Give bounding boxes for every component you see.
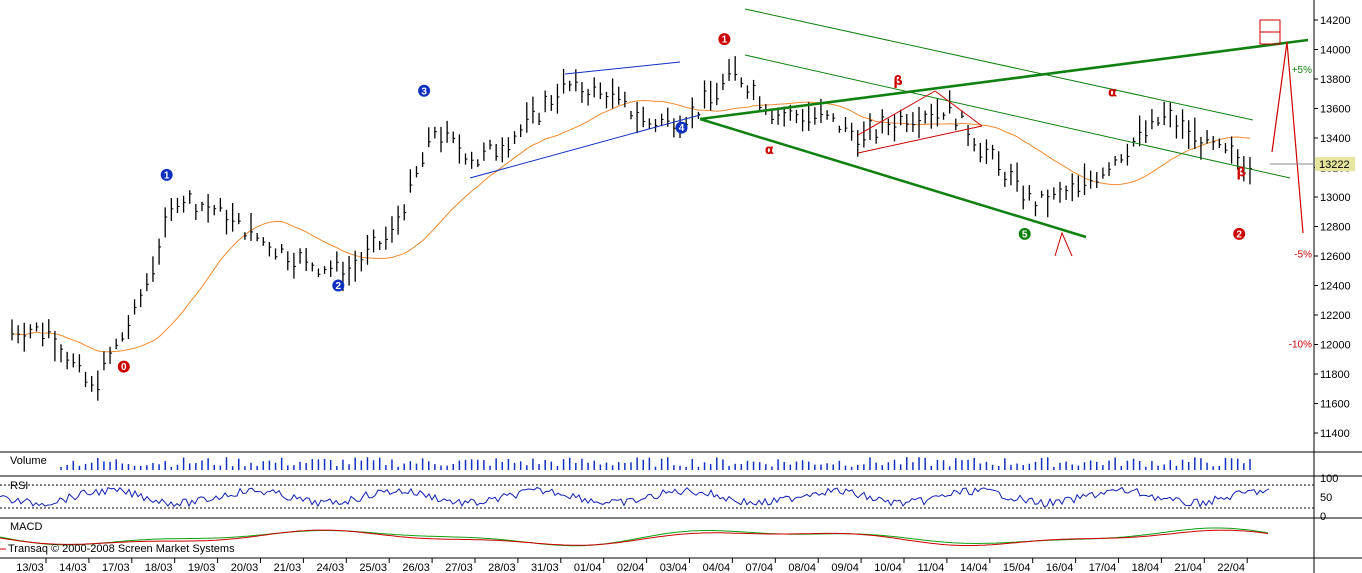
greek-labels: α β α β [765, 74, 1246, 180]
wave-label-text: 1 [164, 170, 170, 181]
rsi-tick-label: 100 [1320, 473, 1338, 485]
date-tick-label: 25/03 [359, 562, 387, 573]
greek-label: α [1108, 86, 1117, 101]
date-tick-label: 11/04 [918, 562, 945, 573]
date-tick-label: 08/04 [788, 562, 816, 573]
date-tick-label: 21/04 [1175, 562, 1203, 573]
wave-label-marker [117, 360, 130, 373]
price-tick-label: 12400 [1320, 281, 1351, 293]
date-tick-label: 19/03 [188, 562, 216, 573]
percent-label: -10% [1289, 339, 1312, 350]
date-tick-label: 04/04 [703, 562, 731, 573]
date-tick-label: 07/04 [746, 562, 774, 573]
price-tick-label: 12600 [1320, 251, 1351, 263]
volume-bars [60, 457, 1251, 470]
date-tick-label: 27/03 [445, 562, 473, 573]
date-axis: 13/03 14/03 17/03 18/03 19/03 20/03 21/03 24/03… [16, 558, 1248, 573]
rsi-tick-label: 50 [1320, 492, 1332, 504]
date-tick-label: 31/03 [531, 562, 559, 573]
price-axis: 1420014000138001360013400132001300012800… [1314, 15, 1351, 440]
price-tick-label: 13600 [1320, 104, 1351, 116]
price-bars-layer [11, 56, 1252, 401]
wave-labels: 0 1 2 3 4 1 5 2 [117, 33, 1246, 373]
percent-label: -5% [1294, 249, 1312, 260]
moving-average-line [11, 99, 1251, 353]
date-tick-label: 18/03 [145, 562, 173, 573]
wave-label-text: 2 [336, 281, 342, 292]
moving-average-layer [11, 99, 1251, 353]
date-tick-label: 17/04 [1089, 562, 1117, 573]
date-tick-label: 18/04 [1132, 562, 1160, 573]
wave-label-text: 2 [1236, 229, 1242, 240]
macd-panel-title: MACD [10, 521, 42, 533]
date-tick-label: 13/03 [16, 562, 44, 573]
greek-label: β [1237, 165, 1246, 180]
rsi-panel-title: RSI [10, 480, 28, 492]
wave-label-text: 3 [421, 86, 427, 97]
wave-label-marker [1233, 227, 1246, 240]
wave-label-text: 4 [679, 123, 685, 134]
wave-label-marker [332, 279, 345, 292]
trendlines [469, 8, 1309, 257]
last-price-label: 13222 [1319, 159, 1350, 171]
price-tick-label: 12200 [1320, 310, 1351, 322]
date-tick-label: 22/04 [1217, 562, 1245, 573]
date-tick-label: 16/04 [1046, 562, 1074, 573]
date-tick-label: 20/03 [231, 562, 259, 573]
price-tick-label: 12800 [1320, 222, 1351, 234]
greek-label: α [765, 143, 774, 158]
wave-label-text: 5 [1022, 229, 1028, 240]
date-tick-label: 21/03 [274, 562, 302, 573]
date-tick-label: 24/03 [317, 562, 345, 573]
price-tick-label: 13000 [1320, 192, 1351, 204]
date-tick-label: 01/04 [574, 562, 602, 573]
date-tick-label: 02/04 [617, 562, 645, 573]
date-tick-label: 28/03 [488, 562, 516, 573]
last-price-marker: 13222 [1270, 157, 1355, 171]
rsi-tick-label: 0 [1320, 511, 1326, 523]
date-tick-label: 03/04 [660, 562, 688, 573]
price-tick-label: 14000 [1320, 45, 1351, 57]
price-tick-label: 11600 [1320, 399, 1350, 411]
price-tick-label: 13800 [1320, 74, 1351, 86]
percent-labels: +5% -5% -10% [1289, 65, 1312, 350]
wave-label-marker [675, 121, 688, 134]
wave-label-marker [1018, 227, 1031, 240]
date-tick-label: 17/03 [102, 562, 130, 573]
price-tick-label: 11400 [1320, 428, 1350, 440]
copyright-text: Transaq © 2000-2008 Screen Market System… [8, 543, 235, 555]
wave-label-text: 0 [121, 362, 127, 373]
date-tick-label: 10/04 [874, 562, 902, 573]
price-tick-label: 13400 [1320, 133, 1351, 145]
price-tick-label: 12000 [1320, 340, 1351, 352]
percent-label: +5% [1292, 65, 1312, 76]
wave-label-marker [418, 84, 431, 97]
date-tick-label: 14/03 [59, 562, 87, 573]
volume-panel-title: Volume [10, 455, 47, 467]
wave-label-marker [160, 168, 173, 181]
rsi-axis: 100 50 0 [1320, 473, 1338, 523]
macd-line [0, 529, 1269, 547]
wave-label-text: 1 [722, 35, 728, 46]
price-tick-label: 14200 [1320, 15, 1351, 27]
rsi-line [0, 486, 1270, 508]
price-tick-label: 11800 [1320, 369, 1350, 381]
date-tick-label: 09/04 [831, 562, 859, 573]
wave-label-marker [718, 33, 731, 46]
date-tick-label: 26/03 [402, 562, 430, 573]
date-tick-label: 14/04 [960, 562, 988, 573]
greek-label: β [893, 74, 902, 89]
date-tick-label: 15/04 [1003, 562, 1031, 573]
